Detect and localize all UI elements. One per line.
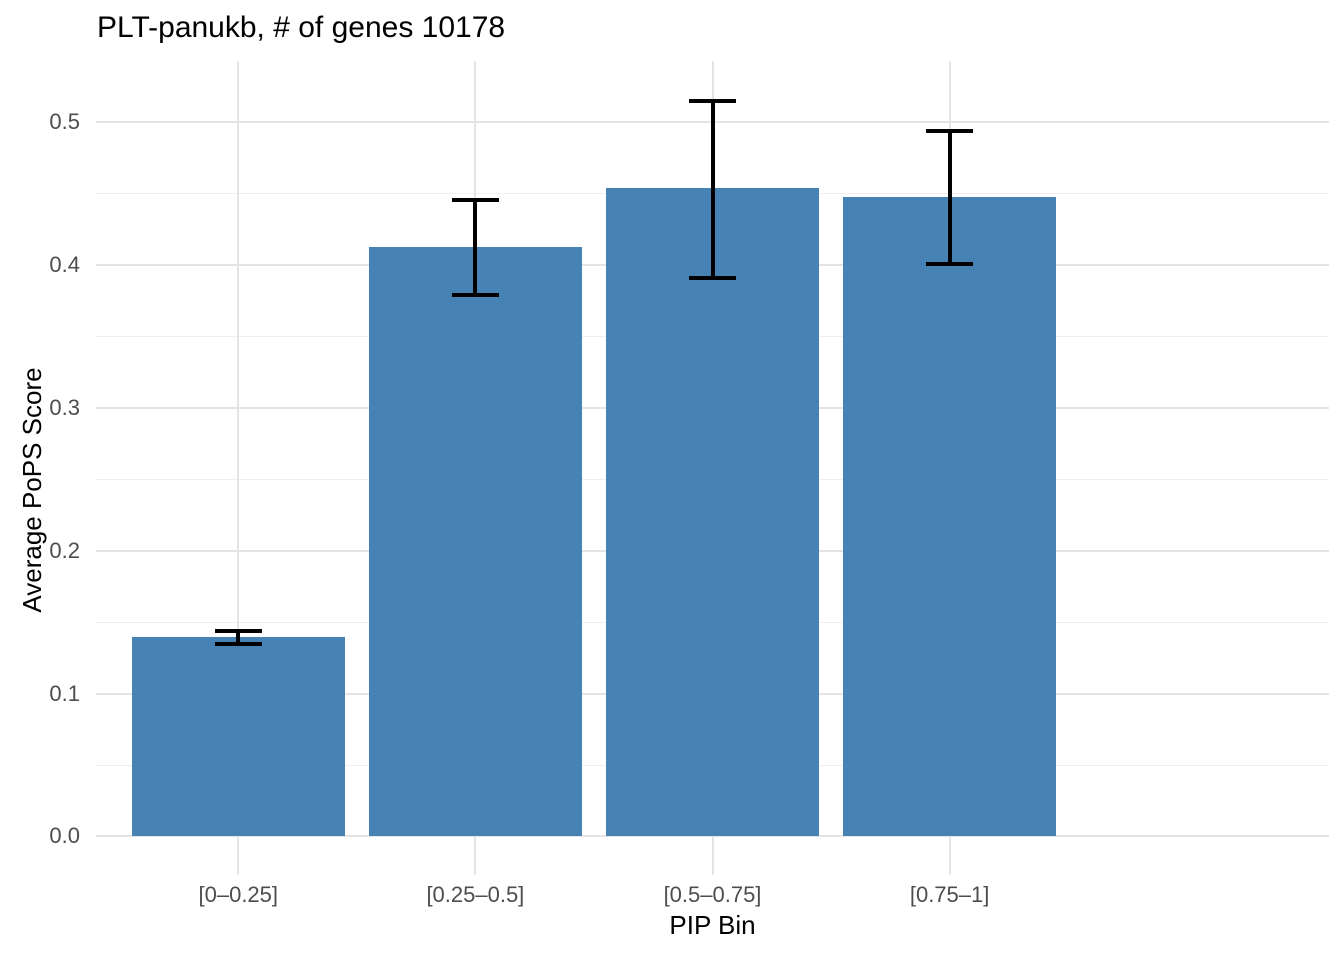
bar-[0.75–1] <box>842 196 1057 837</box>
x-tick-label: [0.75–1] <box>909 882 990 907</box>
y-axis-title: Average PoPS Score <box>17 367 47 613</box>
chart-title: PLT-panukb, # of genes 10178 <box>97 11 506 44</box>
y-tick-label: 0.0 <box>49 823 80 849</box>
bar-[0–0.25] <box>131 636 345 837</box>
y-tick-label: 0.2 <box>49 537 80 563</box>
x-tick-label: [0–0.25] <box>198 882 279 907</box>
errorbar-cap-top-[0.25–0.5] <box>451 197 500 202</box>
x-tick-label: [0.25–0.5] <box>426 882 525 907</box>
plot-panel <box>96 61 1329 875</box>
errorbar-cap-top-[0.5–0.75] <box>688 98 737 103</box>
errorbar-cap-top-[0–0.25] <box>214 628 262 633</box>
y-tick-label: 0.3 <box>49 395 80 421</box>
gridline-major-x <box>237 61 240 875</box>
errorbar-cap-bottom-[0.25–0.5] <box>451 293 500 298</box>
x-axis-title: PIP Bin <box>669 910 756 940</box>
errorbar-line-[0–0.25] <box>236 630 241 644</box>
errorbar-line-[0.75–1] <box>947 130 952 264</box>
y-tick-label: 0.5 <box>49 109 80 135</box>
errorbar-cap-bottom-[0.5–0.75] <box>688 276 737 281</box>
bar-[0.25–0.5] <box>368 246 583 837</box>
errorbar-cap-bottom-[0–0.25] <box>214 641 262 646</box>
y-tick-label: 0.1 <box>49 680 80 706</box>
x-tick-label: [0.5–0.75] <box>663 882 762 907</box>
y-tick-label: 0.4 <box>49 252 80 278</box>
bar-[0.5–0.75] <box>605 188 820 837</box>
errorbar-cap-bottom-[0.75–1] <box>925 261 974 266</box>
errorbar-line-[0.25–0.5] <box>473 199 478 296</box>
errorbar-cap-top-[0.75–1] <box>925 128 974 133</box>
errorbar-line-[0.5–0.75] <box>710 100 715 279</box>
